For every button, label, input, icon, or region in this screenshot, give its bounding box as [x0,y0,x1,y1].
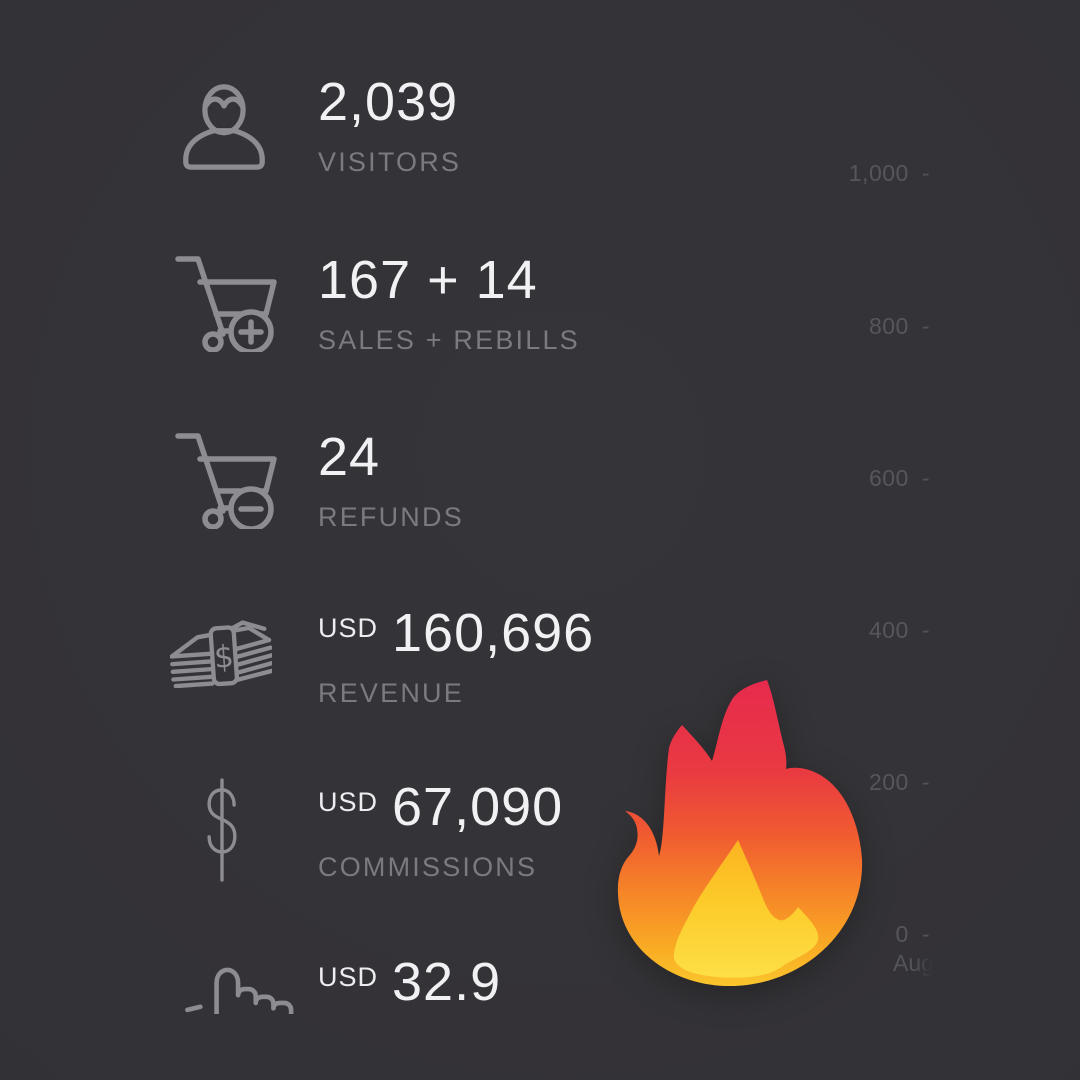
click-hand-icon [172,966,318,1014]
tick-mark: - [921,160,930,186]
fire-emoji [612,668,870,990]
y-axis-tick: 200- [800,769,930,795]
cart-minus-icon [172,429,278,529]
commissions-currency: USD [318,787,379,817]
tick-mark: - [921,617,930,643]
sales-rebills-label: SALES + REBILLS [318,325,580,355]
tick-mark: - [921,313,930,339]
visitors-label: VISITORS [318,147,462,177]
stat-revenue: USD 160,696 REVENUE [318,605,594,708]
stat-visitors: 2,039 VISITORS [318,74,461,177]
y-axis-tick: 800- [800,313,930,339]
stat-refunds: 24 REFUNDS [318,429,464,532]
tick-mark: - [921,921,930,947]
svg-text:$: $ [213,639,235,676]
y-tick-label: 200 [868,769,909,795]
x-axis-label: Aug [893,950,934,976]
stat-epc: USD 32.9 [318,954,501,1010]
tick-mark: - [921,769,930,795]
stat-sales-rebills: 167 + 14 SALES + REBILLS [318,252,580,355]
y-tick-label: 800 [868,313,909,339]
y-axis-tick: 1,000- [800,160,930,186]
revenue-currency: USD [318,613,379,643]
stat-commissions: USD 67,090 COMMISSIONS [318,779,563,882]
revenue-label: REVENUE [318,678,464,708]
revenue-value: 160,696 [392,603,595,663]
y-axis-tick: 0- [800,921,930,947]
commissions-label: COMMISSIONS [318,852,538,882]
refunds-label: REFUNDS [318,502,464,532]
y-tick-label: 1,000 [848,160,909,186]
cart-plus-icon [172,252,278,352]
y-axis-tick: 400- [800,617,930,643]
y-tick-label: 400 [868,617,909,643]
dollar-sign-icon [200,777,244,883]
refunds-value: 24 [318,427,381,487]
commissions-value: 67,090 [392,777,564,837]
money-stack-icon: $ [170,620,272,688]
visitors-value: 2,039 [318,72,459,132]
person-icon [181,82,267,170]
epc-value: 32.9 [392,952,502,1012]
y-tick-label: 0 [895,921,909,947]
sales-rebills-value: 167 + 14 [318,250,538,310]
y-axis-tick: 600- [800,465,930,491]
epc-currency: USD [318,962,379,992]
tick-mark: - [921,465,930,491]
y-tick-label: 600 [868,465,909,491]
